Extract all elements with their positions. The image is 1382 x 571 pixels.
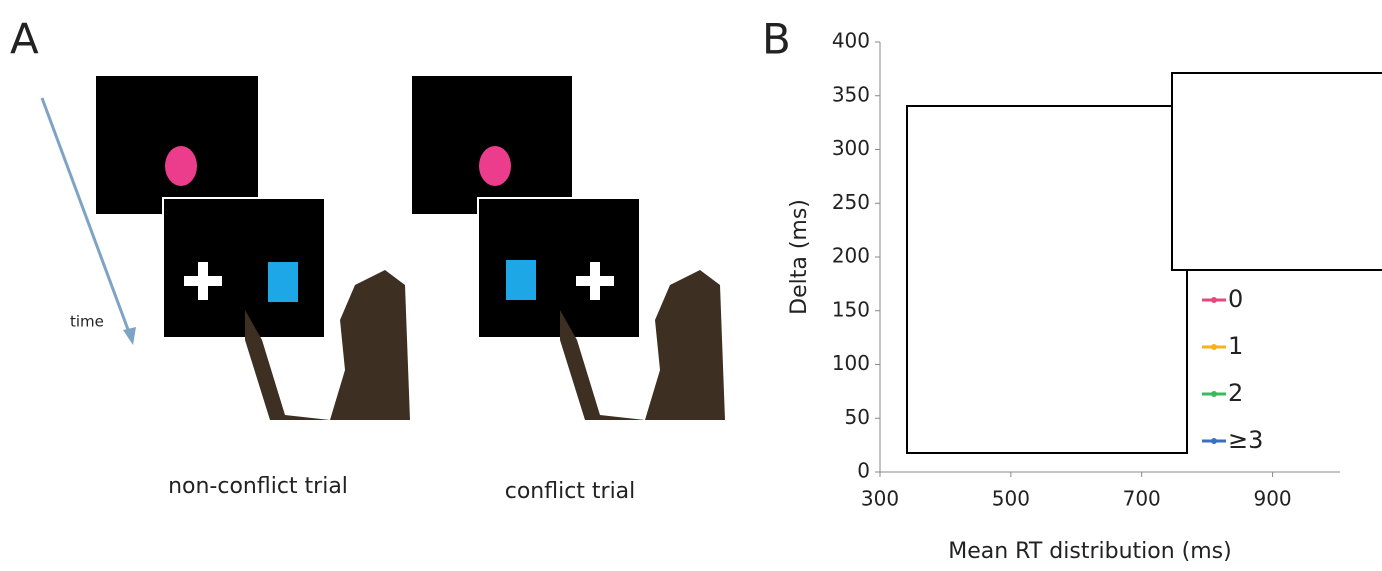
y-tick-label: 100 xyxy=(832,351,870,375)
legend-label: 1 xyxy=(1228,332,1243,360)
trial-screens-right xyxy=(412,76,725,420)
legend-label: 0 xyxy=(1228,285,1243,313)
x-tick-label: 900 xyxy=(1253,487,1291,511)
legend-marker xyxy=(1211,344,1217,350)
page: {"panel_a": {"label": "A", "time_label":… xyxy=(0,0,1382,571)
x-axis-label: Mean RT distribution (ms) xyxy=(948,539,1231,564)
y-tick-label: 300 xyxy=(832,136,870,160)
y-tick-label: 350 xyxy=(832,82,870,106)
x-tick-label: 700 xyxy=(1123,487,1161,511)
caption: conflict trial xyxy=(505,479,636,504)
legend-marker xyxy=(1211,297,1217,303)
overlay-box xyxy=(907,106,1187,453)
y-tick-label: 150 xyxy=(832,297,870,321)
figure: A time non-conflict trial conflict trial… xyxy=(0,0,1382,571)
time-label: time xyxy=(70,313,104,331)
panel-label: B xyxy=(762,15,791,64)
legend-marker xyxy=(1211,438,1217,444)
trial-screens-left xyxy=(96,76,410,420)
y-tick-label: 200 xyxy=(832,244,870,268)
legend-marker xyxy=(1211,391,1217,397)
y-axis-label: Delta (ms) xyxy=(787,199,812,315)
y-tick-label: 50 xyxy=(845,405,870,429)
overlay-box xyxy=(1172,73,1382,270)
x-tick-label: 500 xyxy=(992,487,1030,511)
y-tick-label: 0 xyxy=(857,459,870,483)
y-tick-label: 250 xyxy=(832,190,870,214)
panel-label: A xyxy=(10,15,39,64)
caption: non-conflict trial xyxy=(168,474,348,499)
y-tick-label: 400 xyxy=(832,29,870,53)
legend-label: 2 xyxy=(1228,379,1243,407)
x-tick-label: 300 xyxy=(861,487,899,511)
legend-label: ≥3 xyxy=(1228,426,1263,454)
